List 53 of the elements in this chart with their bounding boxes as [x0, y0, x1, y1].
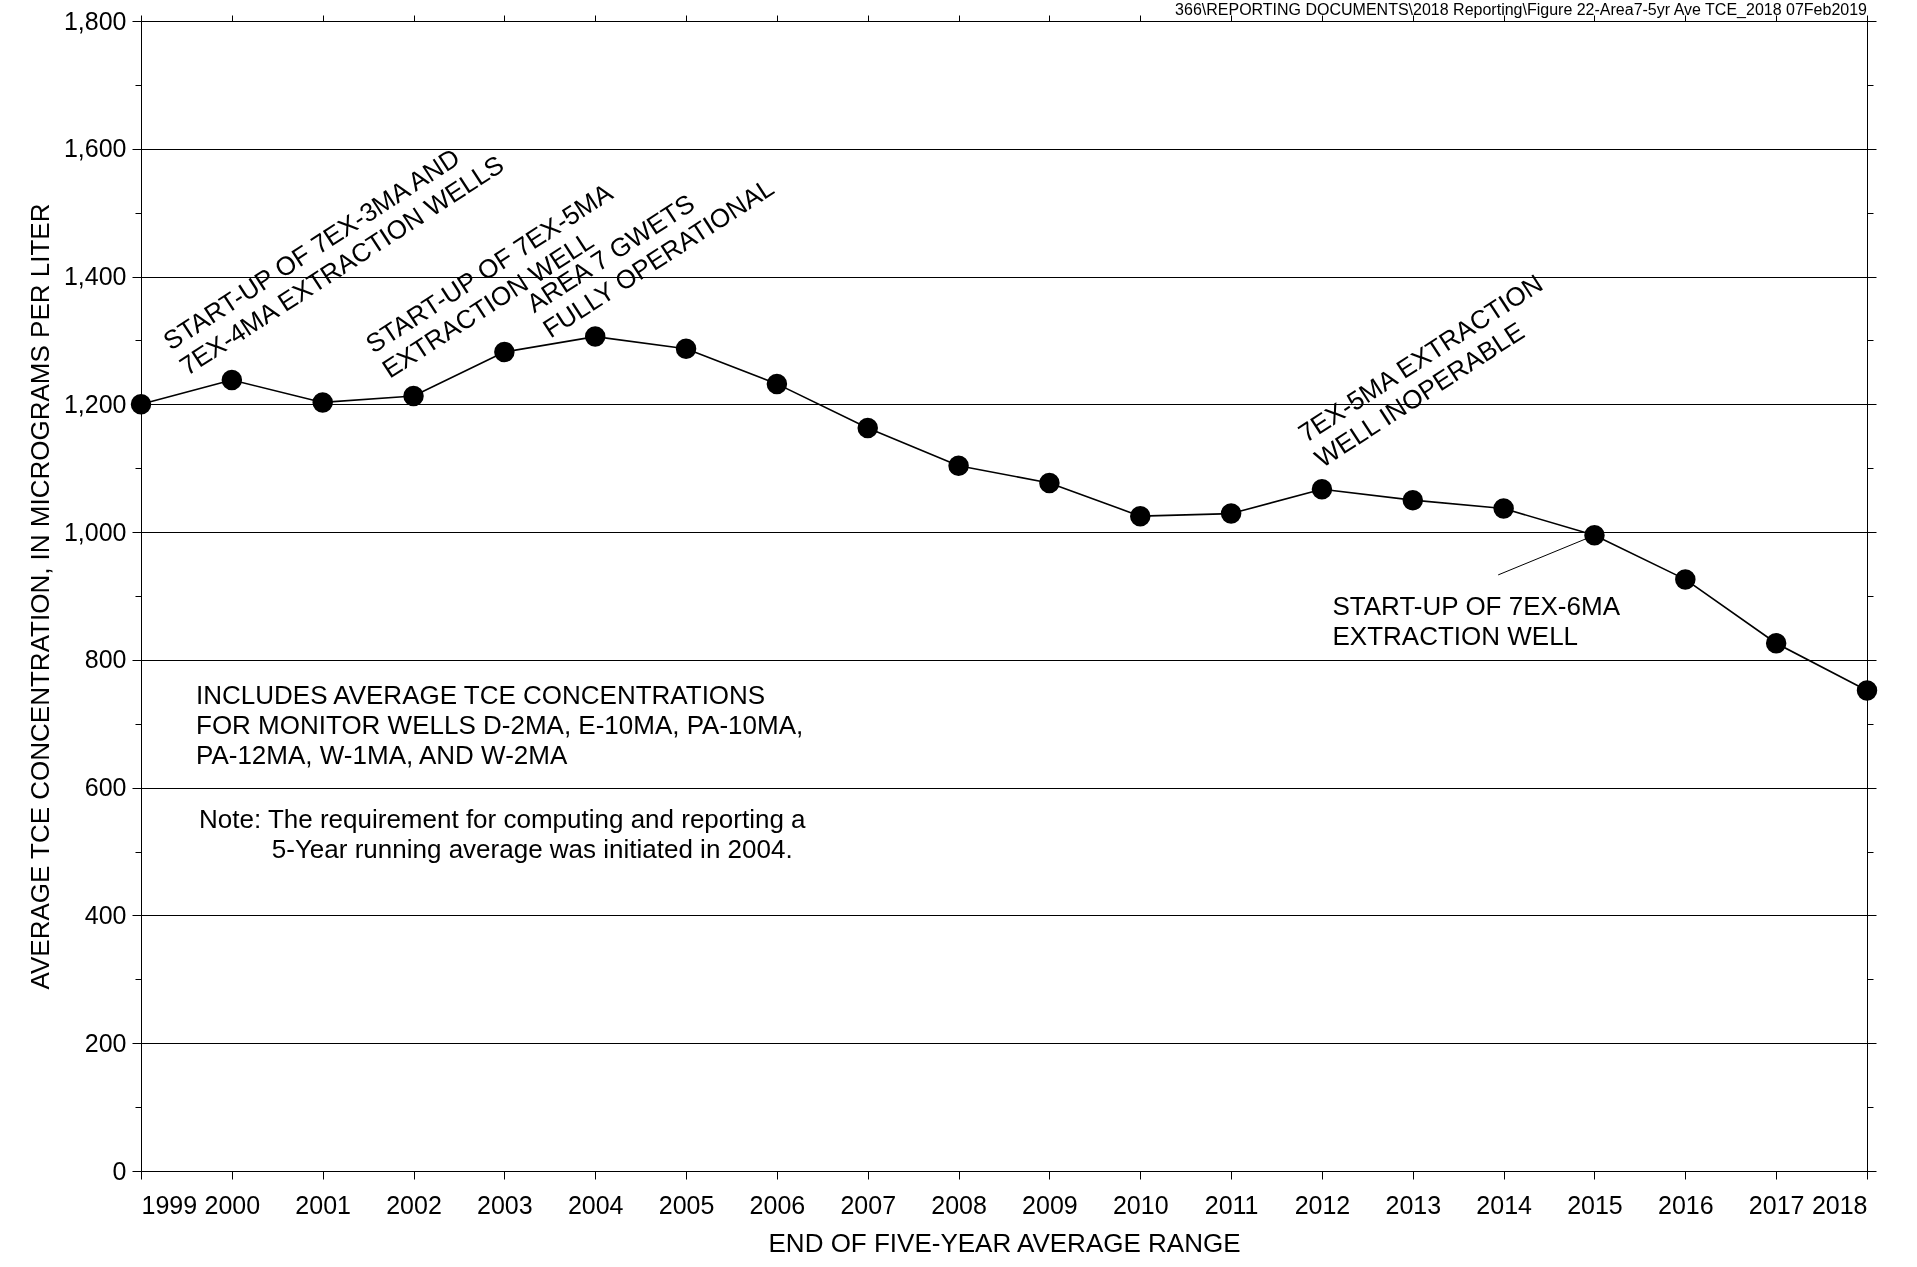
x-tick-label: 1999	[141, 1190, 198, 1219]
y-tick-label: 200	[84, 1028, 127, 1057]
y-tick-label: 1,800	[63, 6, 127, 35]
point	[1311, 479, 1333, 500]
x-tick-label: 2014	[1476, 1190, 1533, 1219]
y-tick-label: 1,200	[63, 389, 127, 418]
x-tick-label: 2017	[1748, 1190, 1805, 1219]
y-tick-label: 1,400	[63, 262, 127, 291]
y-tick-label: 400	[84, 900, 127, 929]
text: 366\REPORTING DOCUMENTS\2018 Reporting\Figure 22-Area7-5yr Ave TCE_2018 07Feb2019	[1175, 1, 1868, 19]
point	[766, 373, 788, 395]
point	[312, 392, 333, 413]
point	[675, 338, 697, 359]
annotation: START-UP OF 7EX-6MA EXTRACTION WELL	[1332, 591, 1621, 652]
annotation: Note: The requirement for computing and reporting a 5-Year running average was initiated in 2004.	[199, 804, 807, 864]
x-tick-label: 2018	[1811, 1190, 1868, 1219]
x-tick-label: 2003	[477, 1190, 533, 1219]
point	[1130, 505, 1151, 527]
y-tick-label: 600	[84, 773, 127, 802]
point	[1402, 489, 1424, 511]
x-tick-label: 2006	[749, 1190, 806, 1219]
point	[1765, 633, 1787, 654]
point	[1584, 525, 1605, 546]
point	[130, 394, 152, 415]
point	[403, 385, 424, 407]
annotation: INCLUDES AVERAGE TCE CONCENTRATIONS FOR MONITOR WELLS D-2MA, E-10MA, PA-10MA, PA-12MA, W-1MA, AND W-2MA	[196, 680, 804, 770]
x-tick-label: 2009	[1022, 1190, 1078, 1219]
x-tick-label: 2001	[295, 1190, 351, 1219]
point	[1675, 569, 1696, 590]
x-tick-label: 2002	[386, 1190, 442, 1219]
y-tick-label: 0	[112, 1156, 127, 1185]
point	[1856, 680, 1878, 701]
x-tick-label: 2007	[840, 1190, 897, 1219]
y-tick-label: 800	[84, 645, 127, 674]
x-tick-label: 2016	[1658, 1190, 1714, 1219]
x-tick-label: 2005	[658, 1190, 715, 1219]
x-tick-label: 2008	[931, 1190, 987, 1219]
point	[1220, 503, 1242, 524]
y-axis-title: AVERAGE TCE CONCENTRATION, IN MICROGRAMS PER LITER	[24, 203, 55, 990]
x-tick-label: 2004	[567, 1190, 624, 1219]
y-tick-label: 1,000	[63, 517, 127, 546]
x-tick-label: 2013	[1385, 1190, 1442, 1219]
x-tick-label: 2015	[1567, 1190, 1623, 1219]
x-tick-label: 2010	[1112, 1190, 1169, 1219]
x-tick-label: 2000	[204, 1190, 261, 1219]
x-tick-label: 2011	[1204, 1190, 1259, 1219]
y-tick-label: 1,600	[63, 134, 127, 163]
point	[1493, 498, 1514, 519]
point	[948, 455, 969, 476]
x-tick-label: 2012	[1294, 1190, 1351, 1219]
point	[857, 417, 878, 439]
x-axis-title: END OF FIVE-YEAR AVERAGE RANGE	[768, 1227, 1241, 1258]
point	[1039, 472, 1060, 494]
